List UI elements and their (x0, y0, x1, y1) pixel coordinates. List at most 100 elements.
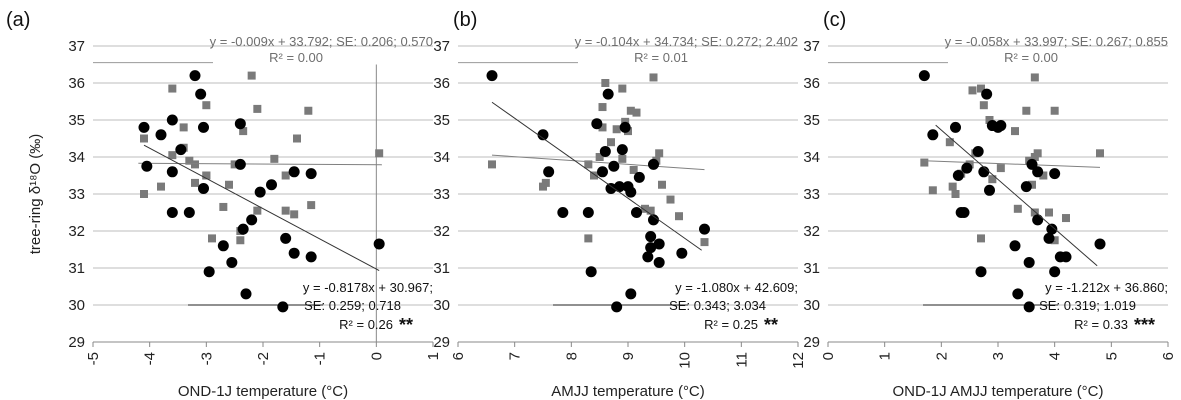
data-point-circle (1023, 301, 1035, 313)
data-point-square (304, 106, 313, 115)
x-tick-label: -2 (255, 352, 272, 365)
x-tick-label: -1 (312, 352, 329, 365)
data-point-square (157, 182, 165, 191)
x-axis-label: AMJJ temperature (°C) (551, 383, 705, 400)
y-tick-label: 29 (433, 334, 450, 351)
data-point-square (140, 134, 148, 143)
data-point-square (290, 210, 299, 219)
x-axis-label: OND-1J AMJJ temperature (°C) (892, 383, 1103, 400)
data-point-circle (288, 166, 300, 178)
data-point-circle (166, 166, 178, 178)
y-tick-label: 37 (68, 38, 85, 55)
y-tick-label: 30 (803, 297, 820, 314)
data-point-square (700, 238, 709, 247)
data-point-square (977, 84, 985, 93)
data-point-circle (266, 179, 277, 191)
data-point-square (658, 180, 666, 189)
data-point-square (618, 154, 627, 163)
x-tick-label: 7 (507, 352, 524, 360)
x-tick-label: 0 (368, 352, 385, 360)
panel-letter: (c) (823, 9, 846, 31)
data-point-square (1013, 204, 1022, 213)
data-point-square (1030, 73, 1039, 82)
data-point-circle (582, 207, 594, 218)
data-point-circle (138, 121, 150, 133)
data-point-circle (952, 170, 964, 181)
y-axis-label: tree-ring δ¹⁸O (‰) (27, 134, 44, 255)
data-point-circle (611, 301, 623, 313)
data-point-circle (619, 121, 631, 133)
data-point-square (1030, 208, 1039, 217)
data-point-square (1062, 214, 1070, 223)
y-tick-label: 37 (433, 38, 450, 55)
data-point-circle (155, 129, 167, 141)
significance-stars: *** (1134, 315, 1155, 335)
x-tick-label: 9 (620, 352, 637, 360)
data-point-square (541, 178, 550, 187)
data-point-square (247, 71, 256, 80)
y-tick-label: 36 (803, 75, 820, 92)
data-point-circle (246, 214, 258, 226)
data-point-circle (237, 223, 249, 235)
data-point-square (948, 182, 957, 191)
data-point-square (230, 160, 239, 169)
data-point-square (1011, 127, 1019, 136)
data-point-circle (975, 266, 987, 278)
data-point-square (185, 156, 194, 165)
data-point-circle (486, 70, 498, 82)
data-point-circle (648, 158, 659, 170)
y-tick-label: 32 (68, 223, 85, 240)
data-point-circle (1020, 181, 1032, 193)
gray-r2: R² = 0.00 (1004, 50, 1058, 65)
data-point-circle (240, 288, 252, 300)
gray-r2: R² = 0.00 (269, 50, 323, 65)
data-point-circle (1049, 168, 1061, 180)
data-point-square (1050, 106, 1059, 115)
data-point-square (951, 190, 960, 198)
gray-square-series (920, 73, 1104, 245)
data-point-square (979, 101, 988, 110)
x-tick-label: 2 (933, 352, 950, 360)
data-point-circle (141, 160, 153, 172)
data-point-square (641, 204, 649, 213)
data-point-circle (288, 247, 300, 259)
data-point-square (1045, 208, 1053, 217)
data-point-square (191, 178, 199, 187)
y-tick-label: 29 (68, 334, 85, 351)
data-point-circle (995, 120, 1007, 132)
black-equation-line-1: y = -0.8178x + 30.967; (303, 280, 433, 295)
data-point-circle (1012, 288, 1024, 300)
data-point-square (621, 117, 630, 126)
data-point-square (632, 108, 641, 117)
plot-area: 29 30 31 32 33 34 35 36 37 6 7 8 9 10 11 12 (433, 38, 807, 369)
data-point-square (202, 171, 211, 180)
data-point-square (595, 153, 604, 161)
x-tick-label: -4 (142, 352, 159, 365)
gray-equation: y = -0.058x + 33.997; SE: 0.267; 0.855 (945, 34, 1168, 49)
data-point-square (168, 84, 177, 93)
data-point-square (598, 103, 607, 112)
data-point-circle (616, 144, 628, 156)
data-point-circle (1032, 214, 1044, 226)
data-point-square (375, 149, 384, 158)
data-point-circle (633, 171, 645, 183)
x-tick-label: 1 (425, 352, 442, 360)
x-tick-label: 4 (1047, 352, 1064, 360)
data-point-circle (927, 129, 939, 141)
y-tick-label: 34 (433, 149, 450, 166)
significance-stars: ** (764, 315, 778, 335)
data-point-circle (305, 168, 317, 180)
significance-stars: ** (399, 315, 413, 335)
data-point-square (1022, 106, 1031, 115)
data-point-square (281, 171, 290, 180)
y-tick-label: 35 (803, 112, 820, 129)
data-point-circle (625, 288, 637, 300)
y-tick-label: 31 (803, 260, 820, 277)
data-point-circle (950, 121, 961, 133)
y-tick-label: 30 (68, 297, 85, 314)
data-point-square (281, 206, 290, 215)
black-equation-line-2: SE: 0.319; 1.019 (1039, 298, 1136, 313)
data-point-circle (543, 166, 555, 178)
black-trendline (935, 124, 1098, 267)
